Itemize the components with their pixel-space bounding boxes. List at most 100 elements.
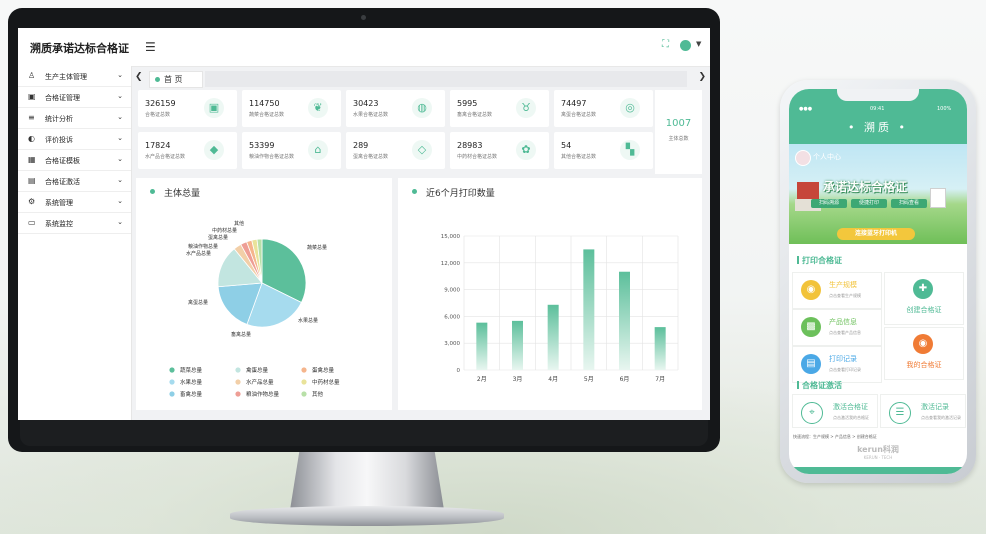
banner-button[interactable]: 便捷打印 xyxy=(851,199,887,208)
pie-label: 其他 xyxy=(234,220,244,227)
stat-card: 30423 水果合格证总数 ◍ xyxy=(346,90,445,127)
section-activate-title: 合格证激活 xyxy=(797,380,842,391)
legend-swatch[interactable] xyxy=(301,379,307,385)
stat-card: 53399 粮油作物合格证总数 ⌂ xyxy=(242,132,341,169)
total-value: 1007 xyxy=(665,118,692,129)
avatar[interactable] xyxy=(680,40,691,51)
legend-swatch[interactable] xyxy=(169,379,175,385)
tab-strip xyxy=(205,71,687,87)
activate-item-sub: 点击激活我的合格证 xyxy=(833,415,869,420)
sidebar-item-2[interactable]: ≡ 统计分析 ⌄ xyxy=(18,108,131,129)
pie-slice[interactable] xyxy=(261,238,307,304)
top-bar: 溯质承诺达标合格证 ☰ ⛶ ▼ xyxy=(18,28,710,67)
print-item-sub: 点击查看打印记录 xyxy=(829,367,861,372)
certificate-icon: ▣ xyxy=(28,92,36,101)
x-tick-label: 5月 xyxy=(584,376,594,383)
x-tick-label: 2月 xyxy=(477,376,487,383)
legend-label: 水产品总量 xyxy=(246,378,274,386)
chevron-left-icon[interactable]: ❮ xyxy=(135,72,143,82)
stat-card: 54 其他合格证总数 ▚ xyxy=(554,132,653,169)
legend-swatch[interactable] xyxy=(235,367,241,373)
big-item-button[interactable]: ◉ 我的合格证 xyxy=(884,327,964,380)
pie-slice[interactable] xyxy=(217,282,263,325)
bar[interactable] xyxy=(476,322,488,370)
pie-label: 蔬菜总量 xyxy=(307,244,327,251)
monitor-icon: ▭ xyxy=(28,218,36,227)
pie-slice[interactable] xyxy=(256,238,263,284)
sidebar-item-4[interactable]: ▦ 合格证模板 ⌄ xyxy=(18,150,131,171)
print-item-button[interactable]: ◉ 生产规模 点击查看生产规模 xyxy=(792,272,882,309)
section-print-title: 打印合格证 xyxy=(797,255,842,266)
activate-item-title: 激活记录 xyxy=(921,403,949,411)
phone-battery: 100% xyxy=(937,106,952,112)
stat-label: 中药材合格证总数 xyxy=(457,154,498,160)
stat-value: 114750 xyxy=(249,99,280,108)
record-icon: ▤ xyxy=(801,354,821,374)
legend-swatch[interactable] xyxy=(301,391,307,397)
bar[interactable] xyxy=(654,327,666,370)
legend-swatch[interactable] xyxy=(235,391,241,397)
activate-item-button[interactable]: ⌖ 激活合格证 点击激活我的合格证 xyxy=(792,394,878,428)
bar[interactable] xyxy=(583,249,595,370)
chevron-down-icon: ⌄ xyxy=(117,155,123,163)
menu-toggle-icon[interactable]: ☰ xyxy=(145,40,156,54)
sidebar-item-1[interactable]: ▣ 合格证管理 ⌄ xyxy=(18,87,131,108)
poultry-icon: ◇ xyxy=(412,140,432,160)
print-item-title: 打印记录 xyxy=(829,355,857,363)
my-cert-icon: ◉ xyxy=(913,334,933,354)
chevron-down-icon: ⌄ xyxy=(117,134,123,142)
banner-button[interactable]: 扫码溯源 xyxy=(811,199,847,208)
pie-slice[interactable] xyxy=(246,282,302,328)
print-item-button[interactable]: ▩ 产品信息 点击查看产品信息 xyxy=(792,309,882,346)
connect-printer-button[interactable]: 连接蓝牙打印机 xyxy=(837,228,915,240)
tab-label: 首 页 xyxy=(164,75,183,84)
sidebar-item-label: 评价投诉 xyxy=(45,136,73,144)
legend-label: 蔬菜总量 xyxy=(180,366,203,374)
legend-swatch[interactable] xyxy=(169,391,175,397)
chevron-right-icon[interactable]: ❯ xyxy=(698,72,706,82)
feedback-icon: ◐ xyxy=(28,134,35,143)
legend-swatch[interactable] xyxy=(169,367,175,373)
print-item-title: 生产规模 xyxy=(829,281,857,289)
legend-swatch[interactable] xyxy=(235,379,241,385)
activate-item-button[interactable]: ☰ 激活记录 点击查看我的激活记录 xyxy=(880,394,966,428)
sidebar-item-6[interactable]: ⚙ 系统管理 ⌄ xyxy=(18,192,131,213)
print-item-button[interactable]: ▤ 打印记录点击查看打印记录 xyxy=(792,346,882,383)
list-icon: ☰ xyxy=(889,402,911,424)
stats-icon: ≡ xyxy=(28,113,35,122)
stat-label: 禽蛋合格证总数 xyxy=(561,112,597,118)
sidebar-item-5[interactable]: ▤ 合格证激活 ⌄ xyxy=(18,171,131,192)
pie-panel-title: 主体总量 xyxy=(164,189,201,199)
livestock-icon: ♉ xyxy=(516,98,536,118)
tab-home[interactable]: 首 页 xyxy=(149,71,203,88)
bar[interactable] xyxy=(619,271,630,370)
app-title: 溯质承诺达标合格证 xyxy=(30,42,129,55)
avatar[interactable] xyxy=(795,150,811,166)
fullscreen-icon[interactable]: ⛶ xyxy=(662,39,669,50)
stat-label: 蔬菜合格证总数 xyxy=(249,112,285,118)
y-tick-label: 9,000 xyxy=(444,288,460,294)
sidebar-item-0[interactable]: ♙ 生产主体管理 ⌄ xyxy=(18,66,131,87)
big-item-button[interactable]: ✚ 创建合格证 xyxy=(884,272,964,325)
activate-item-title: 激活合格证 xyxy=(833,403,868,411)
bar[interactable] xyxy=(512,320,523,370)
chevron-down-icon[interactable]: ▼ xyxy=(696,40,702,48)
sidebar-item-label: 系统监控 xyxy=(45,220,73,228)
camera xyxy=(361,15,366,20)
stat-value: 28983 xyxy=(457,141,483,150)
sidebar-item-3[interactable]: ◐ 评价投诉 ⌄ xyxy=(18,129,131,150)
sidebar-item-label: 系统管理 xyxy=(45,199,73,207)
sidebar-item-7[interactable]: ▭ 系统监控 ⌄ xyxy=(18,213,131,234)
legend-swatch[interactable] xyxy=(301,367,307,373)
herb-icon: ✿ xyxy=(516,140,536,160)
bar[interactable] xyxy=(547,304,559,370)
monitor-base xyxy=(230,506,504,526)
certificate-icon: ▣ xyxy=(204,98,224,118)
banner-button[interactable]: 扫码查看 xyxy=(891,199,927,208)
flow-text: 快速流程：生产规模 > 产品信息 > 创建合格证 xyxy=(793,434,877,439)
user-center-label[interactable]: 个人中心 xyxy=(813,153,841,161)
monitor-chin xyxy=(20,420,708,446)
chevron-down-icon: ⌄ xyxy=(117,92,123,100)
chevron-down-icon: ⌄ xyxy=(117,71,123,79)
product-icon: ▩ xyxy=(801,317,821,337)
